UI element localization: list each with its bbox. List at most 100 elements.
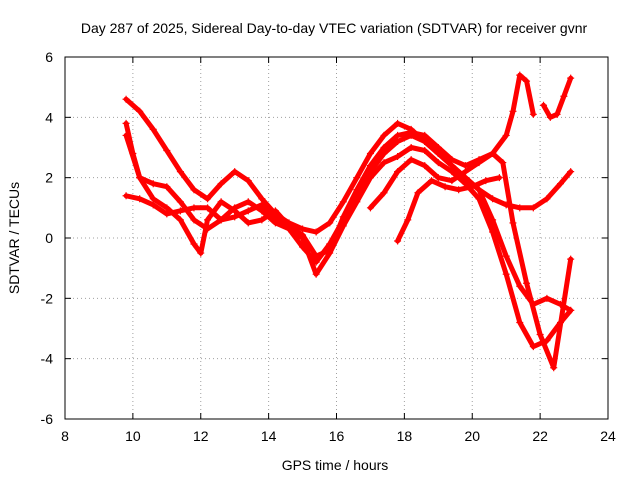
data-point	[394, 153, 402, 161]
data-point	[448, 177, 456, 185]
data-point	[502, 270, 510, 278]
data-point	[299, 225, 307, 233]
data-point	[149, 180, 157, 188]
data-point	[461, 174, 469, 182]
data-point	[122, 95, 130, 103]
data-point	[529, 343, 537, 351]
data-point	[353, 174, 361, 182]
data-point	[190, 186, 198, 194]
data-point	[553, 110, 561, 118]
data-point	[394, 137, 402, 145]
data-point	[380, 150, 388, 158]
data-point	[394, 119, 402, 127]
data-point	[299, 243, 307, 251]
data-point	[434, 159, 442, 167]
data-point	[244, 219, 252, 227]
data-point	[271, 213, 279, 221]
x-tick-label: 14	[261, 428, 277, 444]
data-point	[326, 219, 334, 227]
data-point	[489, 216, 497, 224]
data-point	[414, 189, 422, 197]
x-tick-label: 16	[329, 428, 345, 444]
data-point	[543, 294, 551, 302]
data-point	[536, 331, 544, 339]
data-point	[366, 168, 374, 176]
x-tick-label: 12	[193, 428, 209, 444]
data-point	[421, 147, 429, 155]
data-point	[448, 162, 456, 170]
data-point	[244, 207, 252, 215]
data-point	[529, 204, 537, 212]
data-point	[258, 216, 266, 224]
data-point	[312, 270, 320, 278]
data-point	[204, 204, 212, 212]
data-point	[299, 234, 307, 242]
data-point	[394, 237, 402, 245]
data-point	[421, 131, 429, 139]
data-point	[448, 168, 456, 176]
data-point	[136, 174, 144, 182]
data-point	[421, 162, 429, 170]
x-tick-label: 10	[125, 428, 141, 444]
series-track-2	[122, 119, 575, 372]
data-point	[271, 219, 279, 227]
data-point	[353, 192, 361, 200]
data-point	[190, 216, 198, 224]
data-point	[546, 113, 554, 121]
x-axis-label: GPS time / hours	[282, 457, 389, 473]
data-point	[428, 177, 436, 185]
y-tick-label: -2	[41, 290, 54, 306]
data-point	[489, 195, 497, 203]
data-point	[475, 186, 483, 194]
x-tick-label: 8	[61, 428, 69, 444]
data-point	[163, 210, 171, 218]
data-point	[136, 107, 144, 115]
data-point	[550, 364, 558, 372]
data-point	[149, 195, 157, 203]
data-point	[407, 156, 415, 164]
data-point	[122, 131, 130, 139]
data-point	[244, 198, 252, 206]
y-tick-label: 0	[45, 230, 53, 246]
data-point	[312, 228, 320, 236]
data-point	[217, 216, 225, 224]
data-point	[523, 279, 531, 287]
series-track-3	[122, 131, 575, 351]
data-point	[339, 216, 347, 224]
data-point	[556, 318, 564, 326]
data-point	[122, 119, 130, 127]
data-point	[339, 198, 347, 206]
data-point	[231, 213, 239, 221]
data-point	[326, 249, 334, 257]
data-point	[543, 337, 551, 345]
data-point	[461, 162, 469, 170]
data-point	[231, 204, 239, 212]
data-point	[540, 101, 548, 109]
data-point	[421, 137, 429, 145]
data-point	[495, 174, 503, 182]
data-point	[204, 225, 212, 233]
series-track-5	[366, 71, 537, 212]
data-point	[163, 183, 171, 191]
data-point	[380, 159, 388, 167]
x-tick-label: 20	[464, 428, 480, 444]
data-point	[271, 207, 279, 215]
data-point	[407, 131, 415, 139]
x-tick-label: 18	[397, 428, 413, 444]
data-point	[394, 131, 402, 139]
y-axis-label: SDTVAR / TECUs	[6, 182, 22, 294]
data-point	[461, 168, 469, 176]
data-point	[489, 150, 497, 158]
data-point	[380, 189, 388, 197]
series-layer	[122, 71, 575, 372]
data-point	[509, 107, 517, 115]
y-tick-label: 4	[45, 109, 53, 125]
data-point	[502, 131, 510, 139]
data-point	[149, 125, 157, 133]
data-point	[543, 195, 551, 203]
y-tick-label: -4	[41, 351, 54, 367]
y-tick-label: -6	[41, 411, 54, 427]
data-point	[448, 156, 456, 164]
